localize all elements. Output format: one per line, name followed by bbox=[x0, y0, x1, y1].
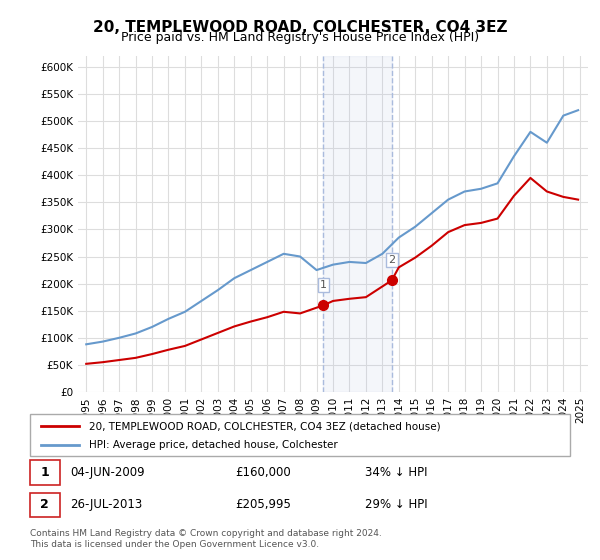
Text: 1: 1 bbox=[40, 466, 49, 479]
Text: Price paid vs. HM Land Registry's House Price Index (HPI): Price paid vs. HM Land Registry's House … bbox=[121, 31, 479, 44]
Text: Contains HM Land Registry data © Crown copyright and database right 2024.
This d: Contains HM Land Registry data © Crown c… bbox=[30, 529, 382, 549]
Text: £205,995: £205,995 bbox=[235, 498, 291, 511]
Text: 1: 1 bbox=[320, 280, 327, 290]
Text: 26-JUL-2013: 26-JUL-2013 bbox=[71, 498, 143, 511]
Text: 04-JUN-2009: 04-JUN-2009 bbox=[71, 466, 145, 479]
Text: HPI: Average price, detached house, Colchester: HPI: Average price, detached house, Colc… bbox=[89, 440, 338, 450]
Bar bbox=[323, 56, 392, 392]
FancyBboxPatch shape bbox=[30, 493, 60, 517]
Text: £160,000: £160,000 bbox=[235, 466, 291, 479]
Text: 34% ↓ HPI: 34% ↓ HPI bbox=[365, 466, 427, 479]
FancyBboxPatch shape bbox=[30, 414, 570, 456]
FancyBboxPatch shape bbox=[30, 460, 60, 485]
Text: 2: 2 bbox=[388, 255, 395, 265]
Text: 2: 2 bbox=[40, 498, 49, 511]
Text: 29% ↓ HPI: 29% ↓ HPI bbox=[365, 498, 427, 511]
Text: 20, TEMPLEWOOD ROAD, COLCHESTER, CO4 3EZ (detached house): 20, TEMPLEWOOD ROAD, COLCHESTER, CO4 3EZ… bbox=[89, 421, 441, 431]
Text: 20, TEMPLEWOOD ROAD, COLCHESTER, CO4 3EZ: 20, TEMPLEWOOD ROAD, COLCHESTER, CO4 3EZ bbox=[93, 20, 507, 35]
